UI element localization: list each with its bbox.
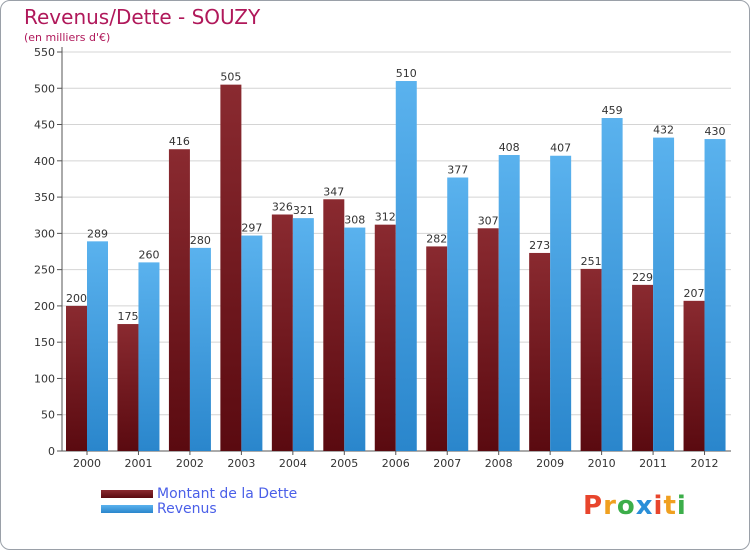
bar-revenus: [292, 218, 314, 451]
data-label-revenus: 407: [550, 142, 571, 155]
logo-letter: o: [616, 491, 636, 521]
bar-dette: [271, 214, 293, 451]
y-tick-label: 400: [34, 155, 55, 168]
data-label-dette: 416: [169, 135, 190, 148]
bar-revenus: [498, 155, 520, 452]
data-label-dette: 312: [375, 211, 396, 224]
legend-swatch-dette: [101, 490, 153, 498]
y-tick-label: 550: [34, 46, 55, 59]
data-label-revenus: 408: [499, 141, 520, 154]
y-tick-label: 200: [34, 300, 55, 313]
bar-dette: [632, 284, 654, 451]
legend-swatch-revenus: [101, 505, 153, 513]
x-tick-label: 2003: [227, 457, 255, 470]
y-tick-label: 50: [41, 409, 55, 422]
x-tick-label: 2008: [485, 457, 513, 470]
y-tick-label: 250: [34, 264, 55, 277]
data-label-dette: 273: [529, 239, 550, 252]
y-tick-label: 150: [34, 336, 55, 349]
bar-dette: [220, 84, 242, 452]
y-tick-label: 300: [34, 227, 55, 240]
data-label-revenus: 459: [602, 104, 623, 117]
y-tick-label: 100: [34, 372, 55, 385]
x-tick-label: 2002: [176, 457, 204, 470]
bar-revenus: [395, 81, 417, 451]
x-tick-label: 2001: [124, 457, 152, 470]
bar-revenus: [344, 227, 366, 451]
bar-dette: [323, 199, 345, 451]
data-label-dette: 200: [66, 292, 87, 305]
logo-letter: i: [653, 491, 664, 521]
x-tick-label: 2006: [382, 457, 410, 470]
bar-dette: [580, 268, 602, 451]
data-label-revenus: 510: [396, 67, 417, 80]
data-label-dette: 347: [323, 185, 344, 198]
data-label-dette: 229: [632, 271, 653, 284]
x-tick-label: 2010: [588, 457, 616, 470]
bar-dette: [477, 228, 499, 451]
data-label-revenus: 432: [653, 124, 674, 137]
data-label-revenus: 280: [190, 234, 211, 247]
data-label-dette: 282: [426, 232, 447, 245]
data-label-revenus: 377: [447, 164, 468, 177]
x-tick-label: 2005: [330, 457, 358, 470]
x-tick-label: 2007: [433, 457, 461, 470]
y-tick-label: 0: [48, 445, 55, 458]
x-tick-label: 2011: [639, 457, 667, 470]
bar-dette: [683, 300, 705, 451]
x-tick-label: 2000: [73, 457, 101, 470]
bar-revenus: [653, 137, 675, 451]
data-label-revenus: 297: [241, 222, 262, 235]
bar-revenus: [704, 139, 726, 451]
data-label-revenus: 308: [344, 214, 365, 227]
x-tick-label: 2012: [691, 457, 719, 470]
bar-dette: [168, 149, 190, 451]
proxiti-logo: Proxiti: [583, 491, 687, 521]
logo-letter: t: [663, 491, 677, 521]
bar-dette: [374, 224, 396, 451]
data-label-revenus: 289: [87, 227, 108, 240]
data-label-dette: 505: [220, 71, 241, 84]
data-label-dette: 307: [478, 214, 499, 227]
bar-revenus: [138, 262, 160, 451]
bar-dette: [66, 305, 87, 451]
data-label-revenus: 430: [705, 125, 726, 138]
logo-letter: i: [676, 491, 687, 521]
bar-dette: [529, 252, 551, 451]
data-label-revenus: 260: [138, 248, 159, 261]
data-label-dette: 175: [117, 310, 138, 323]
legend-label-dette: Montant de la Dette: [157, 486, 298, 502]
data-label-dette: 251: [581, 255, 602, 268]
bar-revenus: [241, 235, 263, 451]
data-label-dette: 207: [684, 287, 705, 300]
legend-label-revenus: Revenus: [157, 501, 217, 517]
data-label-dette: 326: [272, 201, 293, 214]
logo-letter: r: [603, 491, 617, 521]
logo-letter: x: [635, 491, 654, 521]
logo-letter: P: [583, 491, 604, 521]
chart-title: Revenus/Dette - SOUZY: [24, 5, 261, 29]
chart-subtitle: (en milliers d'€): [24, 31, 111, 44]
bar-dette: [117, 324, 139, 451]
bar-revenus: [601, 118, 623, 452]
bar-revenus: [550, 155, 572, 452]
bar-dette: [426, 246, 448, 451]
x-tick-label: 2004: [279, 457, 307, 470]
y-tick-label: 500: [34, 82, 55, 95]
y-tick-label: 450: [34, 119, 55, 132]
data-label-revenus: 321: [293, 204, 314, 217]
x-tick-label: 2009: [536, 457, 564, 470]
bar-revenus: [87, 241, 108, 451]
y-tick-label: 350: [34, 191, 55, 204]
bar-revenus: [447, 177, 469, 451]
bar-revenus: [189, 247, 211, 451]
